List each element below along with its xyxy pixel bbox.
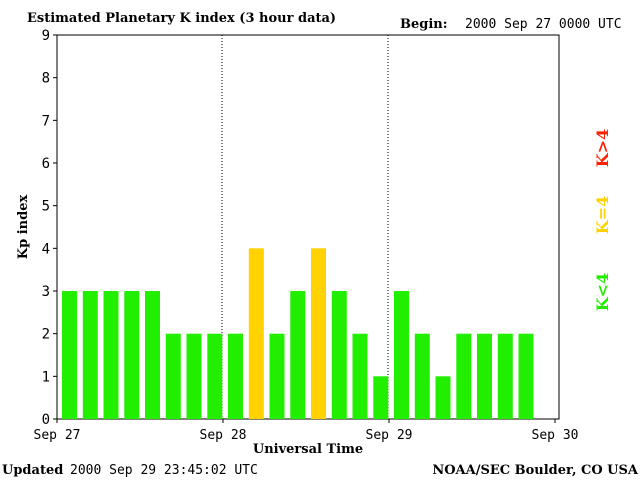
y-tick-label: 9 [42, 28, 50, 44]
y-tick-label: 1 [42, 369, 50, 385]
kp-bar [62, 291, 77, 419]
source-label: NOAA/SEC Boulder, CO USA [432, 463, 639, 478]
chart-title: Estimated Planetary K index (3 hour data… [27, 11, 336, 26]
y-tick-label: 2 [42, 327, 50, 343]
begin-label: Begin: [400, 17, 448, 32]
kp-bar [165, 333, 181, 419]
kp-bar [124, 291, 140, 419]
begin-value: 2000 Sep 27 0000 UTC [465, 17, 622, 32]
y-ticks: 0 1 2 3 4 5 6 7 8 9 [42, 28, 57, 428]
x-tick-label: Sep 27 [34, 428, 81, 443]
kp-bar [248, 248, 264, 419]
kp-bar [331, 291, 347, 419]
kp-bar [186, 333, 202, 419]
bars [62, 248, 534, 419]
kp-bar [456, 333, 472, 419]
kp-bar [228, 333, 243, 419]
kp-bar [518, 333, 534, 419]
y-tick-label: 4 [42, 241, 50, 257]
y-axis-label: Kp index [16, 195, 31, 260]
x-tick-label: Sep 30 [532, 428, 579, 443]
x-ticks: Sep 27 Sep 28 Sep 29 Sep 30 [34, 419, 579, 443]
x-axis-label: Universal Time [253, 442, 363, 457]
y-tick-label: 8 [42, 71, 50, 87]
kp-bar [477, 333, 492, 419]
legend-k-greater-4: K>4 [593, 129, 612, 167]
kp-bar [435, 376, 451, 419]
updated-label: Updated [2, 463, 63, 478]
kp-bar [497, 333, 513, 419]
kp-bar [82, 291, 98, 419]
updated-value: 2000 Sep 29 23:45:02 UTC [70, 463, 258, 478]
kp-bar [145, 291, 160, 419]
kp-bar [352, 333, 368, 419]
kp-bar [103, 291, 119, 419]
y-tick-label: 5 [42, 199, 50, 215]
y-tick-label: 0 [42, 412, 50, 428]
day-separators [221, 35, 389, 419]
kp-bar [414, 333, 430, 419]
y-tick-label: 3 [42, 284, 50, 300]
kp-bar [311, 248, 326, 419]
y-tick-label: 7 [42, 113, 50, 129]
kp-bar [207, 333, 223, 419]
legend-k-less-4: K<4 [593, 273, 612, 311]
legend-k-equal-4: K=4 [593, 196, 612, 234]
y-tick-label: 6 [42, 156, 50, 172]
kp-bar [290, 291, 306, 419]
x-tick-label: Sep 29 [366, 428, 413, 443]
x-tick-label: Sep 28 [200, 428, 247, 443]
plot-frame [56, 34, 560, 420]
kp-bar [373, 376, 389, 419]
kp-bar [394, 291, 409, 419]
kp-bar [269, 333, 285, 419]
